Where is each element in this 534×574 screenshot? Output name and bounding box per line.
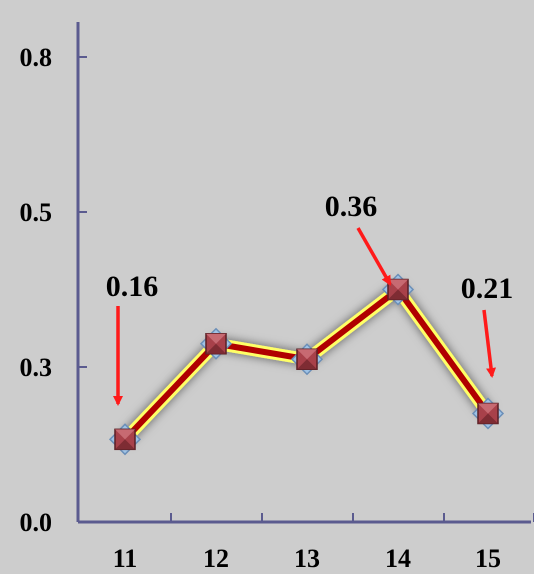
x-tick-label: 11 bbox=[113, 544, 138, 573]
data-point-bevel-top bbox=[478, 403, 498, 414]
annotations-layer: 0.16 0.36 0.21 bbox=[106, 190, 514, 406]
x-tick-label: 15 bbox=[475, 544, 501, 573]
y-ticks: 0.0 0.3 0.5 0.8 bbox=[20, 43, 87, 537]
data-point-bevel-bottom bbox=[115, 439, 135, 450]
x-tick-label: 12 bbox=[203, 544, 229, 573]
y-tick-label: 0.3 bbox=[20, 353, 53, 382]
annotation-arrow bbox=[482, 309, 497, 378]
data-point-bevel-bottom bbox=[478, 413, 498, 424]
data-point-bevel-top bbox=[206, 333, 226, 344]
annotation-arrow bbox=[356, 227, 392, 286]
y-tick-label: 0.0 bbox=[20, 508, 53, 537]
y-tick-label: 0.5 bbox=[20, 198, 53, 227]
data-point-bevel-top bbox=[388, 279, 408, 290]
data-point bbox=[381, 273, 415, 306]
data-point bbox=[290, 343, 324, 376]
annotation-label: 0.21 bbox=[461, 272, 514, 305]
x-ticks: 11 12 13 14 15 bbox=[113, 513, 534, 573]
data-point bbox=[108, 423, 142, 456]
data-point-bevel-bottom bbox=[206, 343, 226, 354]
y-tick-label: 0.8 bbox=[20, 43, 53, 72]
data-point bbox=[471, 397, 505, 430]
x-tick-label: 13 bbox=[294, 544, 320, 573]
markers-layer bbox=[108, 273, 505, 456]
data-point-bevel-top bbox=[297, 349, 317, 360]
data-point-bevel-top bbox=[115, 429, 135, 440]
data-point-bevel-bottom bbox=[388, 289, 408, 300]
data-point-bevel-bottom bbox=[297, 359, 317, 370]
x-tick-label: 14 bbox=[385, 544, 411, 573]
annotation-label: 0.16 bbox=[106, 270, 159, 303]
annotation-label: 0.36 bbox=[325, 190, 378, 223]
data-point bbox=[199, 327, 233, 360]
